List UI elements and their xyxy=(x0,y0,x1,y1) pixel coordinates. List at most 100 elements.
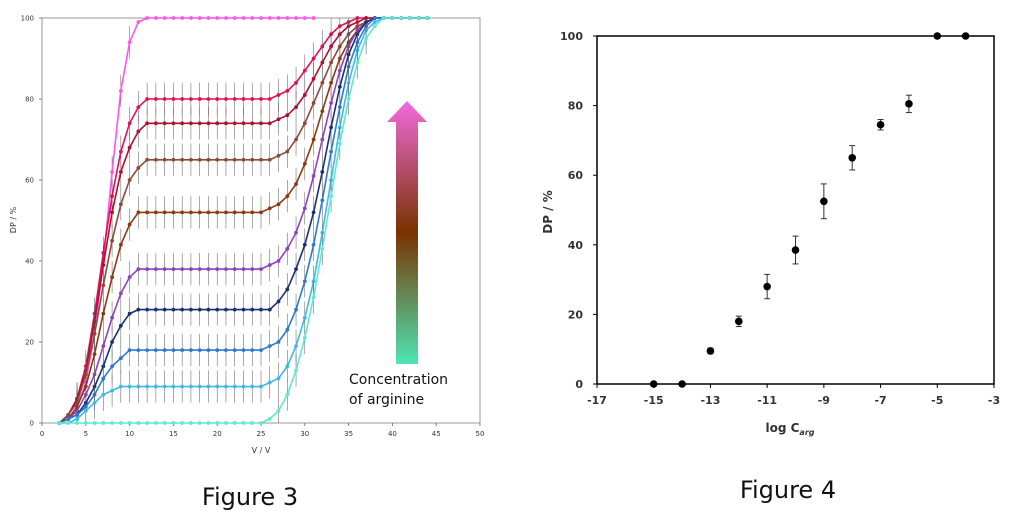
data-point xyxy=(250,121,255,126)
data-point xyxy=(311,174,316,178)
data-point xyxy=(136,165,141,170)
data-point xyxy=(763,282,771,291)
data-point xyxy=(136,210,141,215)
data-point xyxy=(162,210,167,215)
data-point xyxy=(961,32,970,40)
data-point xyxy=(189,384,193,389)
data-point xyxy=(408,16,412,20)
data-point xyxy=(110,170,114,174)
x-tick-label: 30 xyxy=(300,430,309,438)
data-point xyxy=(153,97,158,101)
arrow-label-line1: Concentration xyxy=(349,372,448,388)
figure3-xlabel: V / V xyxy=(252,446,271,455)
data-point xyxy=(197,121,202,126)
data-point xyxy=(153,210,158,215)
x-tick-label: 15 xyxy=(169,430,178,438)
data-point xyxy=(311,56,316,61)
data-point xyxy=(224,307,228,312)
data-point xyxy=(355,60,360,65)
data-point xyxy=(224,267,228,271)
x-tick-label: -3 xyxy=(988,394,1000,407)
data-point xyxy=(189,267,193,271)
data-point xyxy=(92,332,97,336)
data-point xyxy=(302,315,307,320)
data-point xyxy=(329,125,333,130)
figure4-plot-area xyxy=(596,35,995,385)
data-point xyxy=(232,157,237,162)
data-point xyxy=(206,121,211,126)
data-point xyxy=(285,194,290,199)
data-point xyxy=(241,210,246,215)
data-point xyxy=(110,210,114,215)
data-point xyxy=(276,299,281,304)
data-point xyxy=(232,16,237,20)
data-point xyxy=(267,206,272,211)
data-point xyxy=(206,348,211,352)
data-point xyxy=(232,307,237,312)
data-point xyxy=(145,16,150,20)
data-point xyxy=(276,16,281,20)
data-point xyxy=(92,400,97,405)
data-point xyxy=(381,16,386,20)
data-point xyxy=(250,16,255,20)
data-point xyxy=(136,348,141,352)
data-point xyxy=(145,210,150,215)
data-point xyxy=(75,417,79,421)
data-point xyxy=(224,210,228,215)
data-point xyxy=(320,198,325,203)
data-point xyxy=(215,16,220,20)
data-point xyxy=(180,267,185,271)
data-point xyxy=(171,97,176,101)
x-tick-label: 10 xyxy=(125,430,134,438)
data-point xyxy=(302,336,307,340)
data-point xyxy=(267,344,272,348)
data-point xyxy=(250,384,255,389)
data-point xyxy=(83,408,88,413)
x-tick-label: -13 xyxy=(700,394,720,407)
data-point xyxy=(110,315,114,320)
data-point xyxy=(294,80,298,85)
data-point xyxy=(180,157,185,162)
figure3-ticks: 0 5 10 15 20 25 30 35 40 45 50 0 20 40 60 80 100 xyxy=(21,15,485,439)
data-point xyxy=(66,421,71,425)
data-point xyxy=(110,238,114,243)
figure4-points xyxy=(649,32,970,388)
data-point xyxy=(250,421,255,425)
data-point xyxy=(311,242,316,247)
data-point xyxy=(66,413,71,417)
data-point xyxy=(101,263,106,267)
figure4-xlabel: log Carg xyxy=(765,421,814,437)
data-point xyxy=(136,307,141,312)
data-point xyxy=(136,421,141,425)
data-point xyxy=(206,210,211,215)
data-point xyxy=(101,392,106,397)
data-point xyxy=(197,210,202,215)
concentration-arrow xyxy=(387,101,427,364)
data-point xyxy=(206,97,211,101)
data-point xyxy=(876,120,885,129)
y-tick-label: 100 xyxy=(560,30,583,43)
data-point xyxy=(267,121,272,126)
data-point xyxy=(302,16,307,20)
data-point xyxy=(215,97,220,101)
data-point xyxy=(197,348,202,352)
data-point xyxy=(320,80,325,85)
data-point xyxy=(206,267,211,271)
data-point xyxy=(302,93,307,97)
data-point xyxy=(162,267,167,271)
data-point xyxy=(285,89,290,93)
data-point xyxy=(276,93,281,97)
data-point xyxy=(259,210,263,215)
data-point xyxy=(267,380,272,385)
data-point xyxy=(197,157,202,162)
data-point xyxy=(180,307,185,312)
data-point xyxy=(189,16,193,20)
data-point xyxy=(294,307,298,312)
data-point xyxy=(250,157,255,162)
data-point xyxy=(118,291,123,296)
data-point xyxy=(311,101,316,105)
data-point xyxy=(285,246,290,251)
data-point xyxy=(241,157,246,162)
data-point xyxy=(232,267,237,271)
